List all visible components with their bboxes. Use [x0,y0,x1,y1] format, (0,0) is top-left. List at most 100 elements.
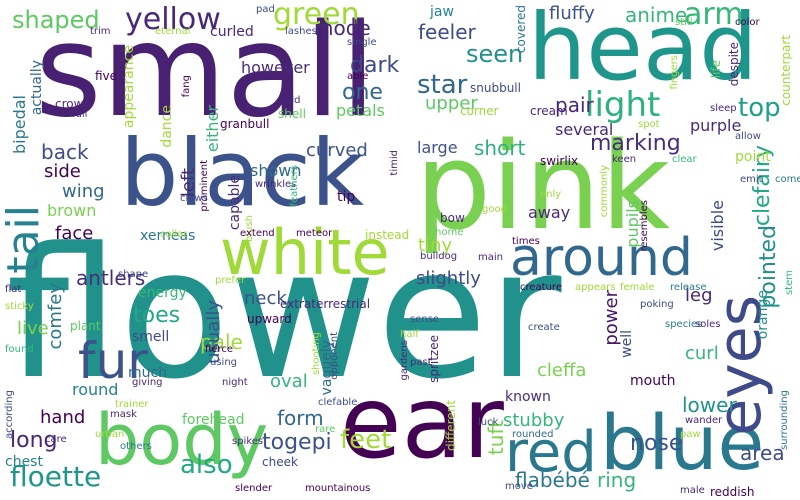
word-covered: covered [514,5,528,54]
word-cream: cream [530,104,568,118]
word-curved: curved [306,140,368,161]
word-timid: timid [389,150,400,176]
word-pale: pale [200,330,243,354]
word-anime: anime [625,3,688,27]
word-togepi: togepi [262,430,332,455]
word-well: well [619,330,635,358]
word-toes: toes [133,303,181,328]
word-good: good [482,204,507,215]
word-slightly: slightly [416,268,481,289]
word-appearance: appearance [121,45,137,129]
word-paw: paw [680,429,701,440]
word-back: back [41,140,89,164]
word-luck: luck [478,417,499,428]
word-according: according [4,390,15,439]
word-ring: ring [597,468,637,492]
word-large: large [417,138,458,157]
word-light: light [585,85,661,125]
word-found: found [5,344,34,355]
word-stem: stem [784,270,795,296]
word-release: release [670,282,707,293]
word-single: single [347,37,377,48]
word-mountainous: mountainous [305,483,371,494]
word-xerneas: xerneas [140,228,196,244]
word-marking: marking [590,131,681,156]
word-others: others [120,441,152,452]
word-body: body [95,399,269,481]
word-short: short [474,136,526,160]
word-shown: shown [250,161,302,180]
word-dance: dance [159,105,175,148]
word-bow: bow [440,211,465,225]
word-petals: petals [336,101,385,120]
word-side: side [44,161,81,182]
word-one: one [342,80,383,105]
word-neck: neck [244,288,287,309]
word-antlers: antlers [76,266,146,290]
word-allow: allow [735,131,761,142]
word-pair: pair [555,93,594,117]
word-floette: floette [10,460,102,493]
word-resembles: resembles [639,200,650,252]
word-extraterrestrial: extraterrestrial [280,297,371,311]
word-arm: arm [684,0,744,32]
word-visible: visible [708,200,727,252]
word-wrinkles: wrinkles [255,179,297,190]
word-mask: mask [110,409,137,420]
word-times: times [512,236,540,247]
word-spot: spot [638,119,660,130]
word-appears: appears [575,282,616,293]
word-hand: hand [40,407,86,428]
word-move: move [505,481,533,492]
word-green: green [273,0,360,32]
word-either: either [203,105,222,153]
word-only: only [540,189,562,200]
word-swirlix: swirlix [540,154,579,168]
word-chest: chest [5,454,43,470]
word-trainer: trainer [115,399,149,410]
word-feet: feet [340,425,392,455]
word-fluffy: fluffy [549,3,595,24]
word-said: said [280,95,301,106]
word-sticky: sticky [5,301,34,312]
word-white: white [220,216,390,289]
word-eternal: eternal [155,26,191,37]
word-claws: claws [180,193,208,204]
word-home: home [435,227,464,238]
word-nose: nose [630,431,683,456]
word-sense: sense [410,314,440,325]
word-male: male [680,485,705,496]
word-past: past [410,357,432,368]
word-seen: seen [466,40,524,68]
word-area: area [740,441,785,465]
word-slender: slender [235,483,273,494]
word-ear: ear [340,364,504,481]
word-head: head [528,0,758,101]
word-prefer: prefer [215,275,246,286]
word-clefable: clefable [318,397,358,408]
word-upper: upper [425,93,478,114]
word-tiny: tiny [418,235,453,256]
word-granbull: granbull [220,117,270,131]
word-curled: curled [210,24,254,40]
word-five: five [95,69,118,83]
word-mode: mode [314,16,371,40]
word-despite: despite [727,42,741,87]
word-night: night [222,377,248,388]
word-comfey: comfey [45,283,66,350]
word-small: small [35,0,376,146]
word-feathers: feathers [289,165,300,207]
word-commonly: commonly [599,165,610,218]
word-much: much [128,365,168,381]
word-rare: rare [315,424,336,435]
word-known: known [505,389,551,405]
word-lower: lower [682,393,737,417]
word-spikes: spikes [232,436,264,447]
word-shooting: shooting [311,332,322,376]
word-clear: clear [672,154,697,165]
word-brown: brown [47,201,97,220]
word-blue: blue [600,398,765,487]
word-flower: flower [6,210,562,419]
word-star: star [417,70,468,100]
